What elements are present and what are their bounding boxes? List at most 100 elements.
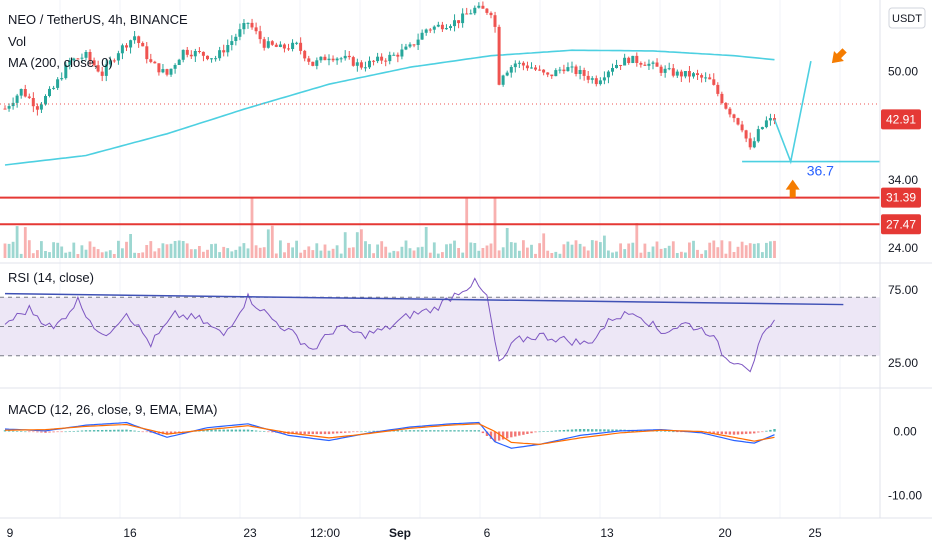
volume-bar [360,229,363,258]
volume-bar [688,242,691,258]
volume-bar [603,235,606,258]
ma-200-line [4,49,775,166]
volume-bar [364,241,367,258]
macd-histogram-bar [125,429,128,432]
price-tag-label: 27.47 [886,217,916,231]
rsi-line [4,277,775,373]
candle-body [7,106,11,109]
volume-bar [307,246,311,258]
candle-body [428,29,432,31]
macd-histogram-bar [728,431,732,435]
volume-bar [522,240,525,258]
price-axis[interactable]: 50.00 42.91 34.00 31.39 27.47 24.00 75.00 25.00… [881,64,922,503]
candle-body [647,63,651,66]
macd-histogram-bar [11,430,15,432]
candle-body [92,60,96,66]
volume-bar [570,244,574,258]
macd-histogram-bar [530,431,533,434]
time-axis-label: 25 [808,526,822,540]
time-axis[interactable]: 9 16 23 12:00 Sep 6 13 20 25 [7,526,822,540]
macd-histogram-bar [96,430,100,432]
macd-histogram-bar [303,431,306,435]
volume-bar [449,243,452,258]
candle-body [384,60,388,62]
candle-body [3,108,7,110]
candle-body [359,62,363,68]
macd-histogram-bar [20,431,23,432]
currency-label: USDT [892,13,922,25]
macd-histogram-bar [84,430,88,432]
volume-bar [218,252,221,258]
candle-body [469,13,473,15]
volume-bar [684,252,687,258]
volume-bar [303,249,307,258]
rsi-pane[interactable] [0,277,880,373]
candle-body [31,98,35,107]
volume-bar [60,246,64,258]
volume-bar [169,243,173,258]
candle-body [643,64,647,66]
volume-bar [48,252,51,258]
macd-histogram-bar [668,431,671,432]
volume-bar [185,243,189,258]
volume-bar [262,247,266,258]
volume-bar [315,243,319,258]
macd-pane[interactable] [3,421,776,449]
volume-bar [667,245,671,258]
volume-bar [509,242,513,258]
candle-body [169,68,173,75]
volume-bar [469,242,473,258]
price-tag-label: 31.39 [886,191,916,205]
volume-bar [153,251,157,258]
volume-bar [736,246,740,258]
candle-body [659,66,663,73]
macd-histogram-bar [506,431,509,439]
candle-body [485,8,489,13]
candle-body [157,63,161,73]
volume-bar [586,250,590,258]
macd-histogram-bar [700,431,703,433]
macd-histogram-bar [28,431,31,433]
macd-histogram-bar [92,430,96,432]
volume-bar [489,243,493,258]
candle-body [291,42,295,49]
volume-bar [473,243,477,258]
macd-histogram-bar [510,431,513,438]
volume-bar [441,252,444,258]
currency-box[interactable] [888,7,926,29]
volume-bar [436,253,440,258]
macd-histogram-bar [145,431,148,433]
macd-histogram-bar [566,429,570,432]
volume-bar [485,245,489,258]
volume-bar [165,244,169,258]
candle-body [623,57,627,66]
macd-histogram-bar [534,431,537,433]
candle-body [343,55,347,59]
volume-bar [619,243,622,258]
volume-bar [445,244,448,258]
volume-bar [295,240,298,258]
volume-bar [226,248,230,258]
volume-bar [173,241,177,258]
volume-bar [554,251,558,258]
macd-histogram-bar [40,431,43,433]
candle-body [230,41,234,45]
macd-histogram-bar [493,431,497,442]
volume-bar [518,250,521,258]
candle-body [11,102,15,107]
candle-body [493,15,497,27]
macd-histogram-bar [48,431,51,433]
volume-bar [627,243,631,258]
volume-bar [655,241,659,258]
macd-histogram-bar [101,430,104,432]
candle-body [27,96,31,98]
macd-histogram-bar [323,431,327,435]
candle-body [388,54,392,62]
time-axis-label: 13 [600,526,614,540]
rsi-title: RSI (14, close) [8,270,94,285]
volume-bar [680,251,683,258]
volume-bar [534,253,537,258]
macd-histogram-bar [15,431,19,432]
price-pane[interactable]: 36.7 [0,0,880,518]
